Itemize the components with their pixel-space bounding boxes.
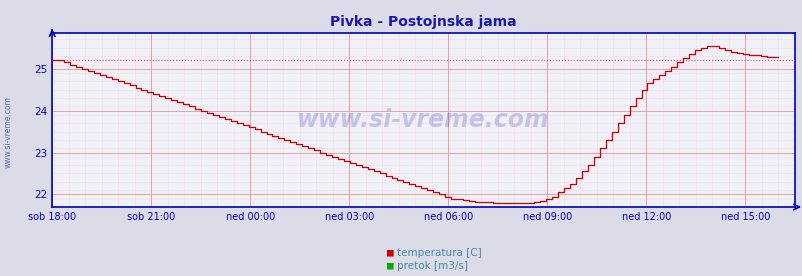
Text: ■: ■ xyxy=(387,261,393,270)
Text: www.si-vreme.com: www.si-vreme.com xyxy=(3,97,13,168)
Text: pretok [m3/s]: pretok [m3/s] xyxy=(397,261,468,270)
Text: www.si-vreme.com: www.si-vreme.com xyxy=(297,108,549,132)
Title: Pivka - Postojnska jama: Pivka - Postojnska jama xyxy=(330,15,516,29)
Text: temperatura [C]: temperatura [C] xyxy=(397,248,482,258)
Text: ■: ■ xyxy=(387,248,393,258)
